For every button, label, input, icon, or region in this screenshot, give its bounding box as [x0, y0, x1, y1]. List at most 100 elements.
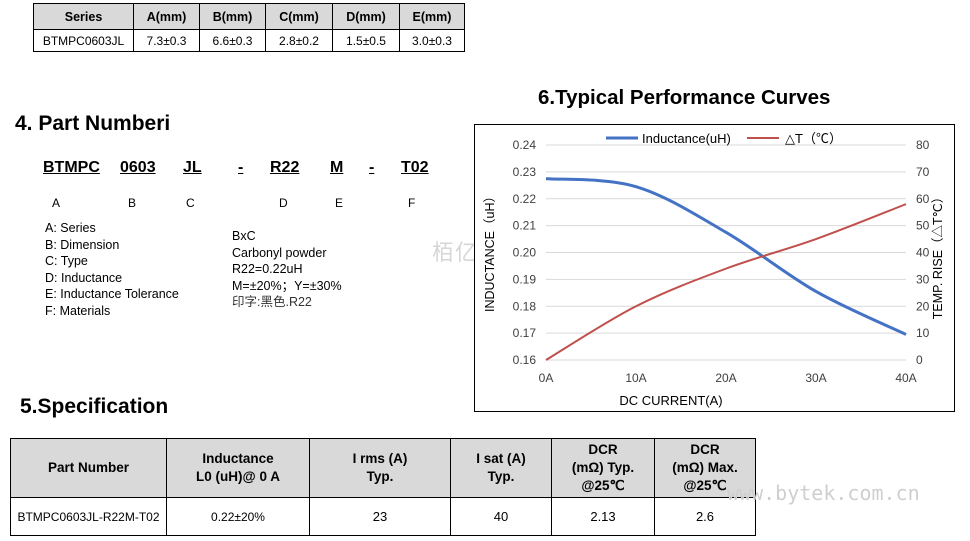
dims-cell-b: 6.6±0.3 — [199, 29, 266, 52]
dimensions-table: Series A(mm) B(mm) C(mm) D(mm) E(mm) BTM… — [33, 3, 465, 52]
pn-part-series: BTMPC — [43, 159, 100, 176]
spec-header-line: I rms (A) — [352, 451, 408, 466]
x-tick-label: 30A — [805, 371, 826, 385]
y-tick-label: 0.24 — [513, 138, 537, 152]
spec-header-line: DCR — [588, 442, 618, 457]
pn-legend-item: F: Materials — [45, 303, 111, 318]
pn-value-item: M=±20%；Y=±30% — [232, 278, 342, 293]
spec-header-line: @25℃ — [683, 478, 727, 493]
chart-gridlines — [546, 144, 906, 361]
y-tick-label: 0.16 — [513, 353, 537, 367]
spec-header-line: I sat (A) — [476, 451, 526, 466]
pn-value-item: Carbonyl powder — [232, 245, 327, 260]
dimensions-data-row: BTMPC0603JL 7.3±0.3 6.6±0.3 2.8±0.2 1.5±… — [33, 29, 465, 52]
dims-cell-d: 1.5±0.5 — [332, 29, 400, 52]
dimensions-header-row: Series A(mm) B(mm) C(mm) D(mm) E(mm) — [33, 3, 465, 30]
pn-legend-item: B: Dimension — [45, 237, 120, 252]
spec-header-row: Part Number Inductance L0 (uH)@ 0 A I rm… — [10, 438, 756, 498]
spec-header-line: Typ. — [487, 469, 515, 484]
y2-tick-label: 50 — [916, 219, 930, 233]
pn-legend-item: A: Series — [45, 221, 96, 235]
spec-header-part-number: Part Number — [10, 438, 167, 498]
spec-cell-dcr-typ: 2.13 — [551, 497, 655, 536]
chart-series-lines — [545, 177, 907, 361]
pn-letter-e: E — [335, 196, 344, 210]
dims-cell-e: 3.0±0.3 — [399, 29, 465, 52]
spec-header-line: (mΩ) Typ. — [571, 460, 635, 475]
x-tick-label: 20A — [715, 371, 736, 385]
spec-cell-part-number: BTMPC0603JL-R22M-T02 — [10, 497, 167, 536]
dims-header-c: C(mm) — [265, 3, 333, 30]
dims-cell-a: 7.3±0.3 — [133, 29, 200, 52]
spec-header-line: Typ. — [366, 469, 394, 484]
y2-axis-label: TEMP. RISE（△T℃） — [931, 191, 945, 319]
spec-header-isat: I sat (A) Typ. — [450, 438, 552, 498]
chart-heading: 6.Typical Performance Curves — [538, 86, 831, 109]
series-line-inductance — [545, 177, 907, 336]
pn-letter-b: B — [128, 196, 137, 210]
y-tick-label: 0.17 — [513, 326, 537, 340]
spec-cell-dcr-max: 2.6 — [654, 497, 756, 536]
y-tick-label: 0.22 — [513, 192, 537, 206]
chart-legend: Inductance(uH) △T（℃） — [606, 131, 842, 146]
spec-header-dcr-typ: DCR (mΩ) Typ. @25℃ — [551, 438, 655, 498]
dims-cell-c: 2.8±0.2 — [265, 29, 333, 52]
pn-part-tolerance: M — [330, 159, 344, 176]
y-axis-label: INDUCTANCE（uH） — [483, 190, 497, 312]
y2-tick-label: 30 — [916, 272, 930, 286]
pn-part-dash-1: - — [238, 159, 244, 176]
pn-letter-d: D — [279, 196, 288, 210]
y-tick-label: 0.20 — [513, 246, 537, 260]
pn-part-inductance: R22 — [270, 159, 300, 176]
x-axis-label: DC CURRENT(A) — [619, 393, 722, 408]
dims-header-a: A(mm) — [133, 3, 200, 30]
y2-tick-label: 20 — [916, 299, 930, 313]
spec-header-line: @25℃ — [581, 478, 625, 493]
pn-part-dimension: 0603 — [120, 159, 156, 176]
dims-header-d: D(mm) — [332, 3, 400, 30]
pn-legend-item: E: Inductance Tolerance — [45, 287, 179, 302]
pn-letter-c: C — [186, 196, 195, 210]
spec-header-line: Part Number — [47, 460, 130, 475]
y2-tick-label: 40 — [916, 246, 930, 260]
performance-chart-frame: 0.16 0.17 0.18 0.19 0.20 0.21 0.22 0.23 0.24 0 10 2… — [474, 124, 955, 412]
spec-cell-isat: 40 — [450, 497, 552, 536]
performance-chart: 0.16 0.17 0.18 0.19 0.20 0.21 0.22 0.23 0.24 0 10 2… — [483, 131, 945, 408]
specification-heading: 5.Specification — [20, 395, 169, 418]
part-number-heading: 4. Part Numberi — [15, 112, 171, 135]
pn-legend-item: C: Type — [45, 254, 88, 269]
y2-tick-label: 10 — [916, 326, 930, 340]
pn-part-type: JL — [183, 159, 202, 176]
spec-cell-irms: 23 — [309, 497, 451, 536]
spec-header-irms: I rms (A) Typ. — [309, 438, 451, 498]
y-tick-label: 0.19 — [513, 272, 537, 286]
specification-table: Part Number Inductance L0 (uH)@ 0 A I rm… — [10, 438, 756, 536]
y2-tick-label: 0 — [916, 353, 923, 367]
pn-value-item: BxC — [232, 229, 256, 243]
y-tick-label: 0.18 — [513, 299, 537, 313]
spec-header-line: L0 (uH)@ 0 A — [196, 469, 280, 484]
y-tick-label: 0.23 — [513, 165, 537, 179]
pn-legend-item: D: Inductance — [45, 270, 123, 285]
pn-legend: A: Series B: Dimension C: Type D: Induct… — [45, 220, 179, 320]
dims-cell-series: BTMPC0603JL — [33, 29, 134, 52]
spec-header-line: DCR — [690, 442, 720, 457]
y2-tick-label: 70 — [916, 165, 930, 179]
y2-tick-label: 60 — [916, 192, 930, 206]
pn-letter-a: A — [52, 196, 61, 210]
x-tick-label: 0A — [539, 371, 554, 385]
pn-part-dash-2: - — [369, 159, 375, 176]
chart-tick-labels: 0.16 0.17 0.18 0.19 0.20 0.21 0.22 0.23 0.24 0 10 2… — [513, 138, 930, 385]
pn-part-material: T02 — [401, 159, 429, 176]
dims-header-series: Series — [33, 3, 134, 30]
dims-header-e: E(mm) — [399, 3, 465, 30]
watermark-url: www.bytek.com.cn — [727, 481, 920, 505]
legend-label-temp: △T（℃） — [785, 131, 842, 146]
spec-header-line: (mΩ) Max. — [672, 460, 738, 475]
pn-value-item: 印字:黑色.R22 — [232, 295, 312, 310]
legend-label-inductance: Inductance(uH) — [642, 131, 731, 146]
y-tick-label: 0.21 — [513, 219, 537, 233]
pn-value-item: R22=0.22uH — [232, 262, 303, 277]
x-tick-label: 10A — [625, 371, 646, 385]
spec-header-dcr-max: DCR (mΩ) Max. @25℃ — [654, 438, 756, 498]
